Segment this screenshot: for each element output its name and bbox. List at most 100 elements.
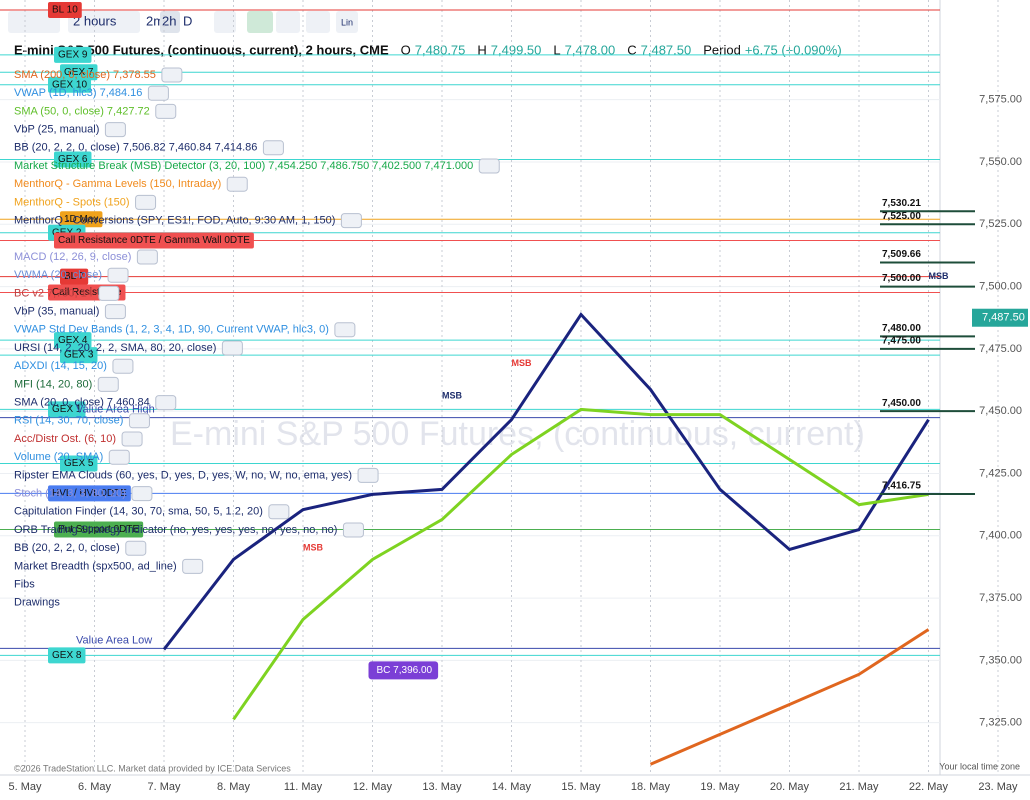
ohlc-key: O (401, 42, 411, 57)
indicator-button[interactable] (247, 11, 273, 33)
level-tag: BL 10 (48, 1, 82, 18)
series-line (232, 407, 929, 721)
visibility-toggle[interactable] (107, 267, 129, 283)
level-tag-box (48, 76, 92, 93)
visibility-toggle[interactable] (221, 340, 243, 356)
indicator-label: MFI (14, 20, 80) (14, 378, 92, 390)
indicator-label: VWAP Std Dev Bands (1, 2, 3, 4, 1D, 90, … (14, 324, 329, 336)
interval-button[interactable] (68, 11, 140, 33)
level-tag-text: GEX 10 (52, 79, 87, 90)
visibility-toggle[interactable] (104, 122, 126, 138)
visibility-toggle[interactable] (340, 213, 362, 229)
level-tag-text: GEX 9 (58, 49, 88, 60)
visibility-toggle[interactable] (334, 322, 356, 338)
visibility-toggle[interactable] (155, 103, 177, 119)
annotation-text: MSB (303, 543, 324, 553)
crosshair-button[interactable] (306, 11, 330, 33)
level-tag-text: GEX 4 (58, 335, 88, 346)
symbol-title: E-mini S&P 500 Futures, (continuous, cur… (14, 42, 389, 57)
settings-button[interactable] (214, 11, 236, 33)
visibility-toggle[interactable] (98, 285, 120, 301)
visibility-toggle[interactable] (112, 358, 134, 374)
indicator-label: MenthorQ - Spots (150) (14, 196, 130, 208)
level-tag-box (54, 151, 92, 168)
clock-button[interactable] (276, 11, 300, 33)
x-tick-label: 7. May (147, 781, 181, 793)
y-tick-label: 7,450.00 (979, 405, 1022, 417)
interval-option[interactable]: 2m (146, 13, 164, 28)
level-tag-text: GEX 7 (64, 67, 94, 78)
scale-label[interactable]: Lin (341, 17, 353, 27)
visibility-toggle[interactable] (226, 176, 248, 192)
level-tag-box (54, 232, 254, 249)
visibility-toggle[interactable] (478, 158, 500, 174)
series-line (162, 312, 930, 651)
visibility-toggle[interactable] (136, 249, 158, 265)
visibility-toggle[interactable] (357, 467, 379, 483)
ohlc-value: 7,480.75 (415, 42, 466, 57)
visibility-toggle[interactable] (262, 140, 284, 156)
price-mark-label: 7,416.75 (882, 481, 921, 492)
level-tag-box (48, 485, 131, 502)
level-tag-box (48, 1, 82, 18)
visibility-toggle[interactable] (342, 522, 364, 538)
level-tag: BL 7 (60, 268, 89, 285)
level-tag-text: Call Resistance (52, 287, 122, 298)
visibility-toggle[interactable] (147, 85, 169, 101)
x-tick-label: 6. May (78, 781, 112, 793)
level-tag-text: Call Resistance 0DTE / Gamma Wall 0DTE (58, 235, 250, 246)
indicator-label: MACD (12, 26, 9, close) (14, 251, 131, 263)
level-tag-box (48, 401, 86, 418)
level-tag-box (60, 211, 103, 228)
indicator-label: VWAP (1D, hlc3) 7,484.16 (14, 87, 142, 99)
visibility-toggle[interactable] (268, 504, 290, 520)
x-tick-label: 5. May (8, 781, 42, 793)
y-tick-label: 7,500.00 (979, 280, 1022, 292)
scale-button[interactable] (336, 11, 358, 33)
level-tag: GEX 1 (48, 401, 86, 418)
level-tag: GEX 7 (60, 64, 98, 81)
x-tick-label: 19. May (700, 781, 740, 793)
level-label: Value Area High (76, 404, 155, 416)
indicator-label: Ripster EMA Clouds (60, yes, D, yes, D, … (14, 469, 352, 481)
ohlc-value: 7,499.50 (491, 42, 542, 57)
period-change: +6.75 (+0.090%) (745, 42, 842, 57)
x-tick-label: 12. May (353, 781, 393, 793)
x-tick-label: 22. May (909, 781, 949, 793)
level-tag: GEX 10 (48, 76, 92, 93)
level-label: Value Area Low (76, 634, 152, 646)
annotation-box (368, 661, 439, 680)
toolbar: 2 hours 2m 2h D Lin (8, 11, 358, 33)
visibility-toggle[interactable] (104, 304, 126, 320)
visibility-toggle[interactable] (108, 449, 130, 465)
level-tag: GEX 5 (60, 455, 98, 472)
visibility-toggle[interactable] (182, 558, 204, 574)
price-mark-label: 7,475.00 (882, 336, 921, 347)
visibility-toggle[interactable] (131, 486, 153, 502)
ohlc-key: H (477, 42, 486, 57)
y-tick-label: 7,550.00 (979, 156, 1022, 168)
visibility-toggle[interactable] (161, 67, 183, 83)
visibility-toggle[interactable] (128, 413, 150, 429)
visibility-toggle[interactable] (97, 376, 119, 392)
indicator-label: Stoch (14, 3, 3, 80, 20) (14, 488, 126, 500)
timezone: Your local time zone (939, 761, 1020, 771)
level-tag-text: BL 10 (52, 5, 78, 16)
visibility-toggle[interactable] (135, 194, 157, 210)
interval-option[interactable]: D (183, 13, 192, 28)
chart-type-button[interactable] (8, 11, 60, 33)
visibility-toggle[interactable] (121, 431, 143, 447)
level-tag-text: HVL / HVL 0DTE (52, 488, 127, 499)
price-axis-panel (940, 0, 1030, 800)
level-tag: HVL / HVL 0DTE (48, 485, 131, 502)
indicator-label: Market Breadth (spx500, ad_line) (14, 560, 177, 572)
visibility-toggle[interactable] (125, 540, 147, 556)
level-tag-text: 1D Max (64, 214, 98, 225)
interval-option[interactable]: 2h (162, 13, 176, 28)
x-tick-label: 8. May (217, 781, 251, 793)
active-button[interactable] (160, 11, 180, 33)
visibility-toggle[interactable] (155, 395, 177, 411)
indicator-label: MenthorQ - Conversions (SPY, ES1!, FOD, … (14, 215, 335, 227)
indicator-label: Acc/Distr Ost. (6, 10) (14, 433, 116, 445)
